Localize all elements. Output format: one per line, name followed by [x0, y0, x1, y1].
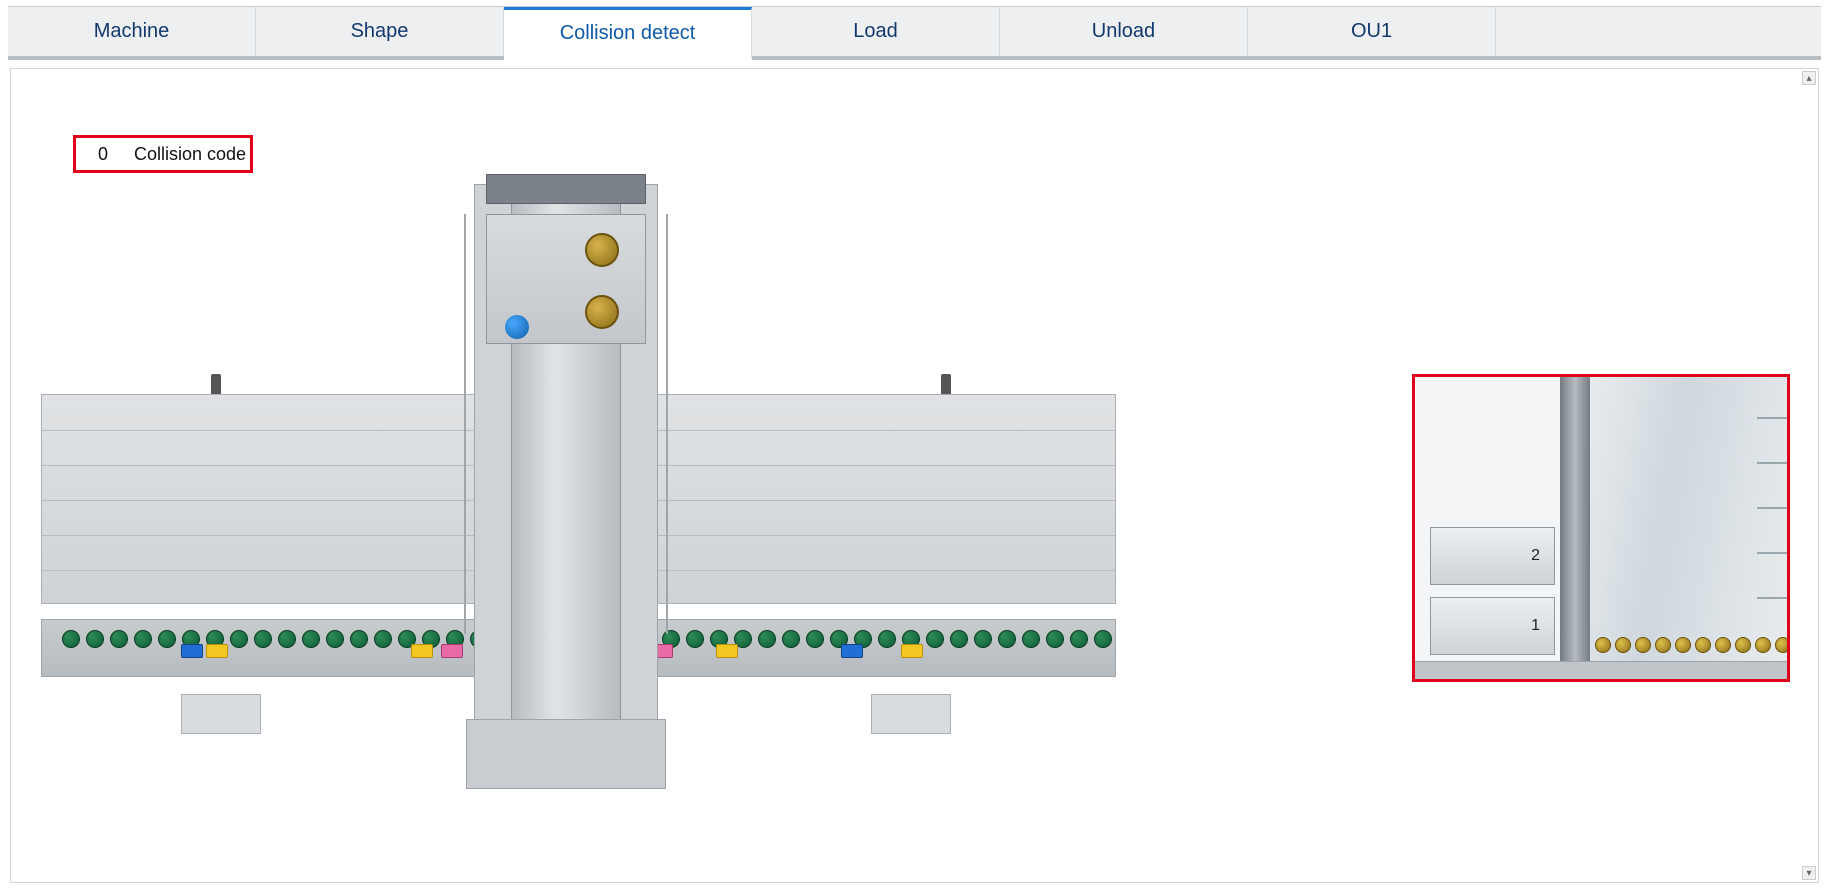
panel-stripe — [1757, 417, 1787, 419]
tab-unload[interactable]: Unload — [1000, 7, 1248, 56]
roller-icon — [1695, 637, 1711, 653]
roller-icon — [686, 630, 704, 648]
gear-icon — [585, 233, 619, 267]
collision-code-label: Collision code — [134, 144, 246, 165]
collision-code-value: 0 — [98, 144, 128, 165]
detail-base — [1415, 661, 1787, 679]
roller-icon — [1755, 637, 1771, 653]
yellow-marker — [411, 644, 433, 658]
detail-unit-2: 2 — [1430, 527, 1555, 585]
roller-icon — [1735, 637, 1751, 653]
roller-icon — [926, 630, 944, 648]
roller-icon — [158, 630, 176, 648]
machine-tower — [456, 174, 676, 789]
tab-machine[interactable]: Machine — [8, 7, 256, 56]
roller-icon — [110, 630, 128, 648]
tab-collision-detect[interactable]: Collision detect — [504, 7, 752, 60]
tower-base — [466, 719, 666, 789]
roller-icon — [374, 630, 392, 648]
roller-icon — [326, 630, 344, 648]
yellow-marker — [901, 644, 923, 658]
blue-marker — [841, 644, 863, 658]
gear-icon — [585, 295, 619, 329]
roller-icon — [1635, 637, 1651, 653]
yellow-marker — [206, 644, 228, 658]
roller-icon — [1715, 637, 1731, 653]
tower-head — [486, 214, 646, 344]
tab-label: OU1 — [1351, 20, 1392, 43]
detail-unit-1: 1 — [1430, 597, 1555, 655]
roller-icon — [1655, 637, 1671, 653]
machine-foot — [871, 694, 951, 734]
tab-label: Collision detect — [560, 22, 696, 45]
roller-icon — [254, 630, 272, 648]
yellow-marker — [716, 644, 738, 658]
panel-stripe — [1757, 597, 1787, 599]
roller-icon — [230, 630, 248, 648]
scroll-up-icon[interactable]: ▴ — [1802, 71, 1816, 85]
panel-stripe — [1757, 507, 1787, 509]
roller-icon — [1675, 637, 1691, 653]
collision-code-box: 0 Collision code — [73, 135, 253, 173]
roller-icon — [62, 630, 80, 648]
tab-label: Shape — [351, 20, 409, 43]
roller-icon — [1070, 630, 1088, 648]
roller-icon — [278, 630, 296, 648]
roller-icon — [758, 630, 776, 648]
roller-icon — [1046, 630, 1064, 648]
scroll-down-icon[interactable]: ▾ — [1802, 866, 1816, 880]
tab-bar: Machine Shape Collision detect Load Unlo… — [8, 6, 1821, 60]
roller-icon — [302, 630, 320, 648]
machine-foot — [181, 694, 261, 734]
panel-stripe — [1757, 462, 1787, 464]
detail-inset: 2 1 — [1412, 374, 1790, 682]
blue-marker — [181, 644, 203, 658]
roller-icon — [974, 630, 992, 648]
detail-pillar — [1560, 377, 1590, 679]
tab-load[interactable]: Load — [752, 7, 1000, 56]
detail-unit-label: 2 — [1531, 547, 1540, 565]
tab-shape[interactable]: Shape — [256, 7, 504, 56]
detail-unit-label: 1 — [1531, 617, 1540, 635]
detail-rollers — [1595, 637, 1779, 661]
roller-icon — [86, 630, 104, 648]
roller-icon — [806, 630, 824, 648]
roller-icon — [878, 630, 896, 648]
knob-icon — [505, 315, 529, 339]
roller-icon — [1595, 637, 1611, 653]
guide-rod — [666, 214, 668, 634]
roller-icon — [782, 630, 800, 648]
roller-icon — [134, 630, 152, 648]
tab-label: Unload — [1092, 20, 1155, 43]
tab-ou1[interactable]: OU1 — [1248, 7, 1496, 56]
roller-icon — [1775, 637, 1790, 653]
roller-icon — [350, 630, 368, 648]
content-canvas: 0 Collision code — [10, 68, 1819, 883]
detail-panel — [1585, 377, 1787, 679]
roller-icon — [1022, 630, 1040, 648]
machine-schematic — [41, 174, 1116, 789]
roller-icon — [998, 630, 1016, 648]
roller-icon — [1615, 637, 1631, 653]
tower-cap — [486, 174, 646, 204]
tab-label: Load — [853, 20, 898, 43]
panel-stripe — [1757, 552, 1787, 554]
guide-rod — [464, 214, 466, 634]
roller-icon — [950, 630, 968, 648]
tab-label: Machine — [94, 20, 170, 43]
roller-icon — [1094, 630, 1112, 648]
